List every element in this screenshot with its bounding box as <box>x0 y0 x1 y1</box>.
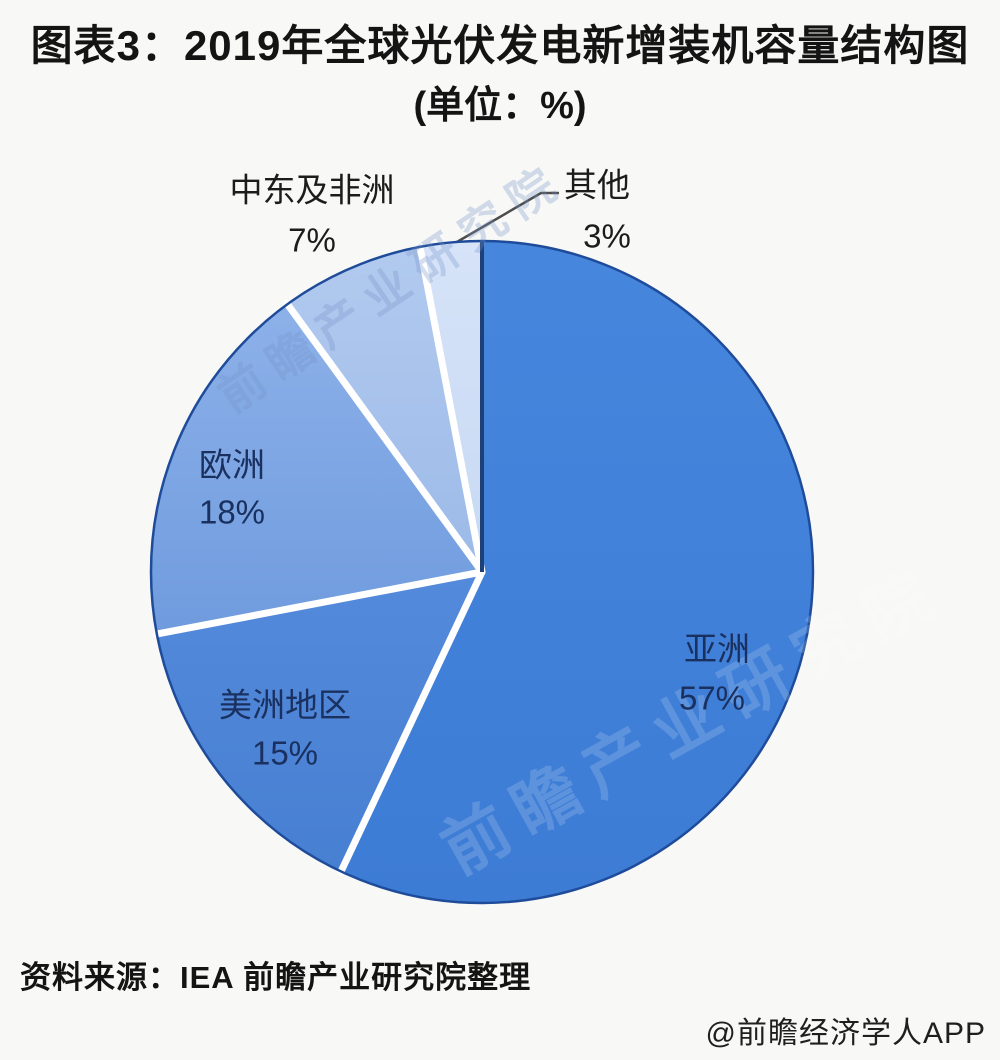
slice-separator-2 <box>283 299 486 576</box>
pie-rim <box>149 239 815 905</box>
slice-separator-3 <box>416 242 486 576</box>
slice-separator-1 <box>152 568 486 638</box>
slice-name-asia: 亚洲 <box>684 630 750 668</box>
slice-pct-middle-east-africa: 7% <box>288 221 336 259</box>
chart-title: 图表3：2019年全球光伏发电新增装机容量结构图 <box>30 22 970 69</box>
data-source-text: 资料来源：IEA 前瞻产业研究院整理 <box>20 960 532 995</box>
pie-slice-asia <box>341 241 814 903</box>
chart-title-block: 图表3：2019年全球光伏发电新增装机容量结构图 (单位：%) <box>0 22 1000 129</box>
slice-name-europe: 欧洲 <box>199 446 265 484</box>
slice-pct-asia: 57% <box>678 679 746 717</box>
slice-name-middle-east-africa: 中东及非洲 <box>229 171 395 209</box>
pie-slice-americas <box>156 572 482 872</box>
slice-pct-europe: 18% <box>198 493 266 531</box>
slice-separator-0 <box>337 568 486 876</box>
slice-pct-other: 3% <box>583 217 631 255</box>
slice-name-other: 其他 <box>564 166 630 204</box>
other-slice-leader-line <box>449 191 559 248</box>
app-credit-watermark: @前瞻经济学人APP <box>705 1017 986 1050</box>
chart-subtitle-unit: (单位：%) <box>413 85 587 128</box>
pie-slice-europe <box>151 304 482 634</box>
slice-pct-americas: 15% <box>251 734 319 772</box>
slice-name-americas: 美洲地区 <box>219 686 351 724</box>
